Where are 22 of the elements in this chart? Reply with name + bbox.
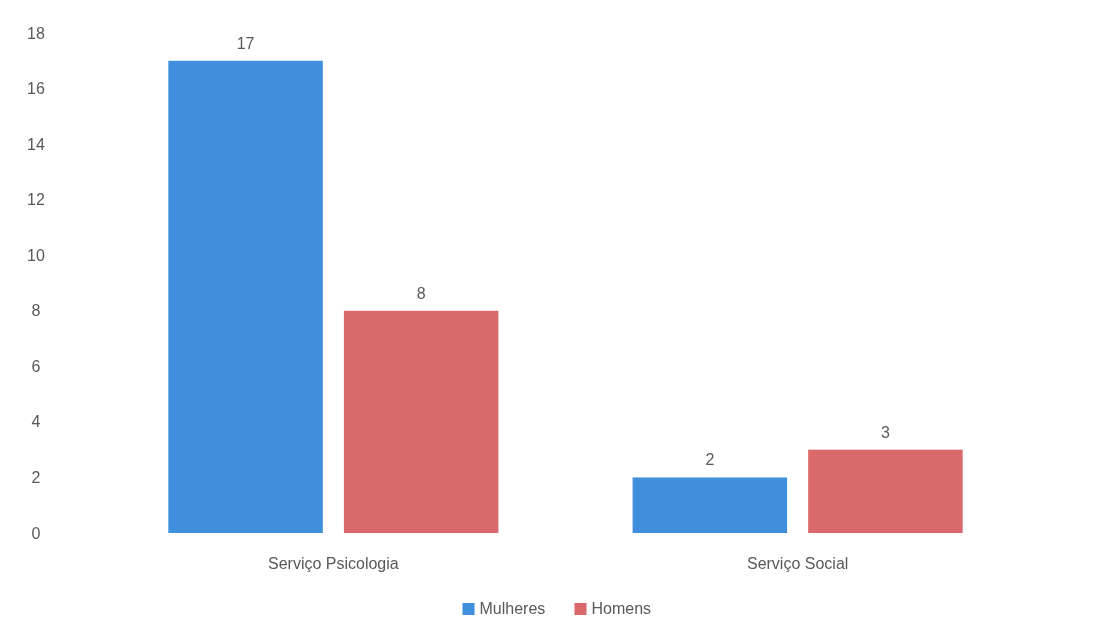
y-tick-label: 8 bbox=[31, 302, 41, 320]
bar bbox=[632, 477, 788, 533]
x-tick-label: Serviço Social bbox=[746, 555, 849, 572]
legend-label: Mulheres bbox=[479, 600, 546, 617]
x-tick-label: Serviço Psicologia bbox=[267, 555, 399, 572]
y-tick-label: 0 bbox=[31, 524, 41, 542]
y-tick-label: 12 bbox=[27, 191, 45, 209]
y-tick-label: 16 bbox=[27, 80, 45, 98]
bar bbox=[168, 60, 323, 533]
data-label: 2 bbox=[705, 451, 715, 469]
y-tick-label: 4 bbox=[31, 413, 41, 431]
y-tick-label: 18 bbox=[27, 24, 45, 42]
y-tick-label: 10 bbox=[27, 246, 45, 264]
y-tick-label: 2 bbox=[31, 469, 41, 487]
bar bbox=[808, 449, 963, 533]
data-label: 17 bbox=[236, 34, 255, 52]
legend-label: Homens bbox=[591, 600, 652, 617]
data-label: 3 bbox=[880, 423, 890, 441]
bar bbox=[343, 310, 499, 533]
y-tick-label: 14 bbox=[27, 135, 45, 153]
y-tick-label: 6 bbox=[31, 357, 41, 375]
data-label: 8 bbox=[416, 284, 426, 302]
